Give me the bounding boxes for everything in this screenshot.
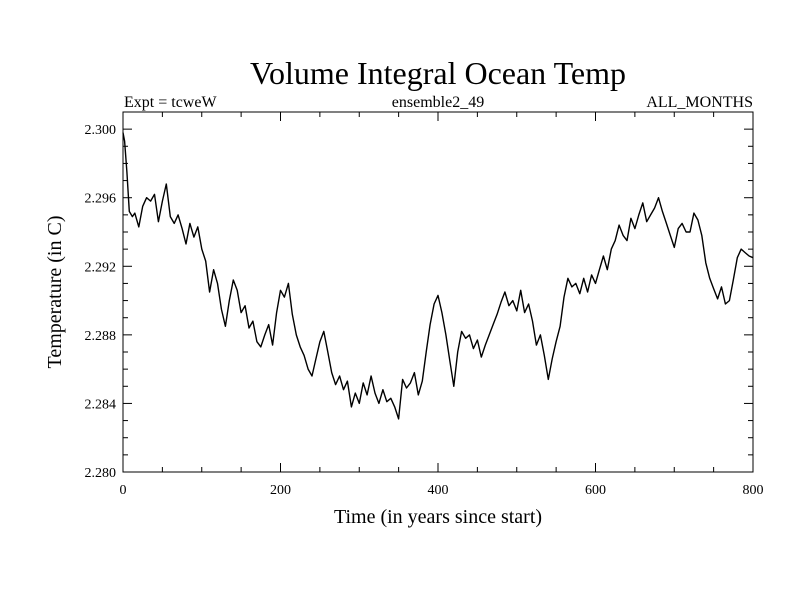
x-tick-label: 600	[585, 483, 606, 498]
subtitle-center: ensemble2_49	[392, 94, 484, 111]
y-tick-label: 2.280	[85, 466, 117, 481]
y-tick-label: 2.300	[85, 123, 117, 138]
axis-tick-labels: 0 200 400 600 800 2.280 2.284 2.288 2.292 2.296 2.…	[85, 123, 764, 498]
y-tick-label: 2.296	[85, 192, 117, 207]
y-tick-label: 2.284	[85, 397, 117, 412]
subtitle-right: ALL_MONTHS	[646, 94, 753, 111]
x-axis-label: Time (in years since start)	[334, 506, 542, 528]
x-tick-label: 0	[120, 483, 127, 498]
x-tick-label: 200	[270, 483, 291, 498]
chart-title: Volume Integral Ocean Temp	[250, 55, 626, 91]
y-tick-label: 2.292	[85, 260, 117, 275]
axis-ticks	[122, 111, 754, 473]
subtitle-left: Expt = tcweW	[124, 94, 217, 111]
x-tick-label: 400	[428, 483, 449, 498]
plot-frame	[122, 111, 754, 473]
series-line	[122, 132, 754, 420]
y-tick-label: 2.288	[85, 329, 117, 344]
x-tick-label: 800	[743, 483, 764, 498]
y-axis-label: Temperature (in C)	[44, 216, 66, 369]
